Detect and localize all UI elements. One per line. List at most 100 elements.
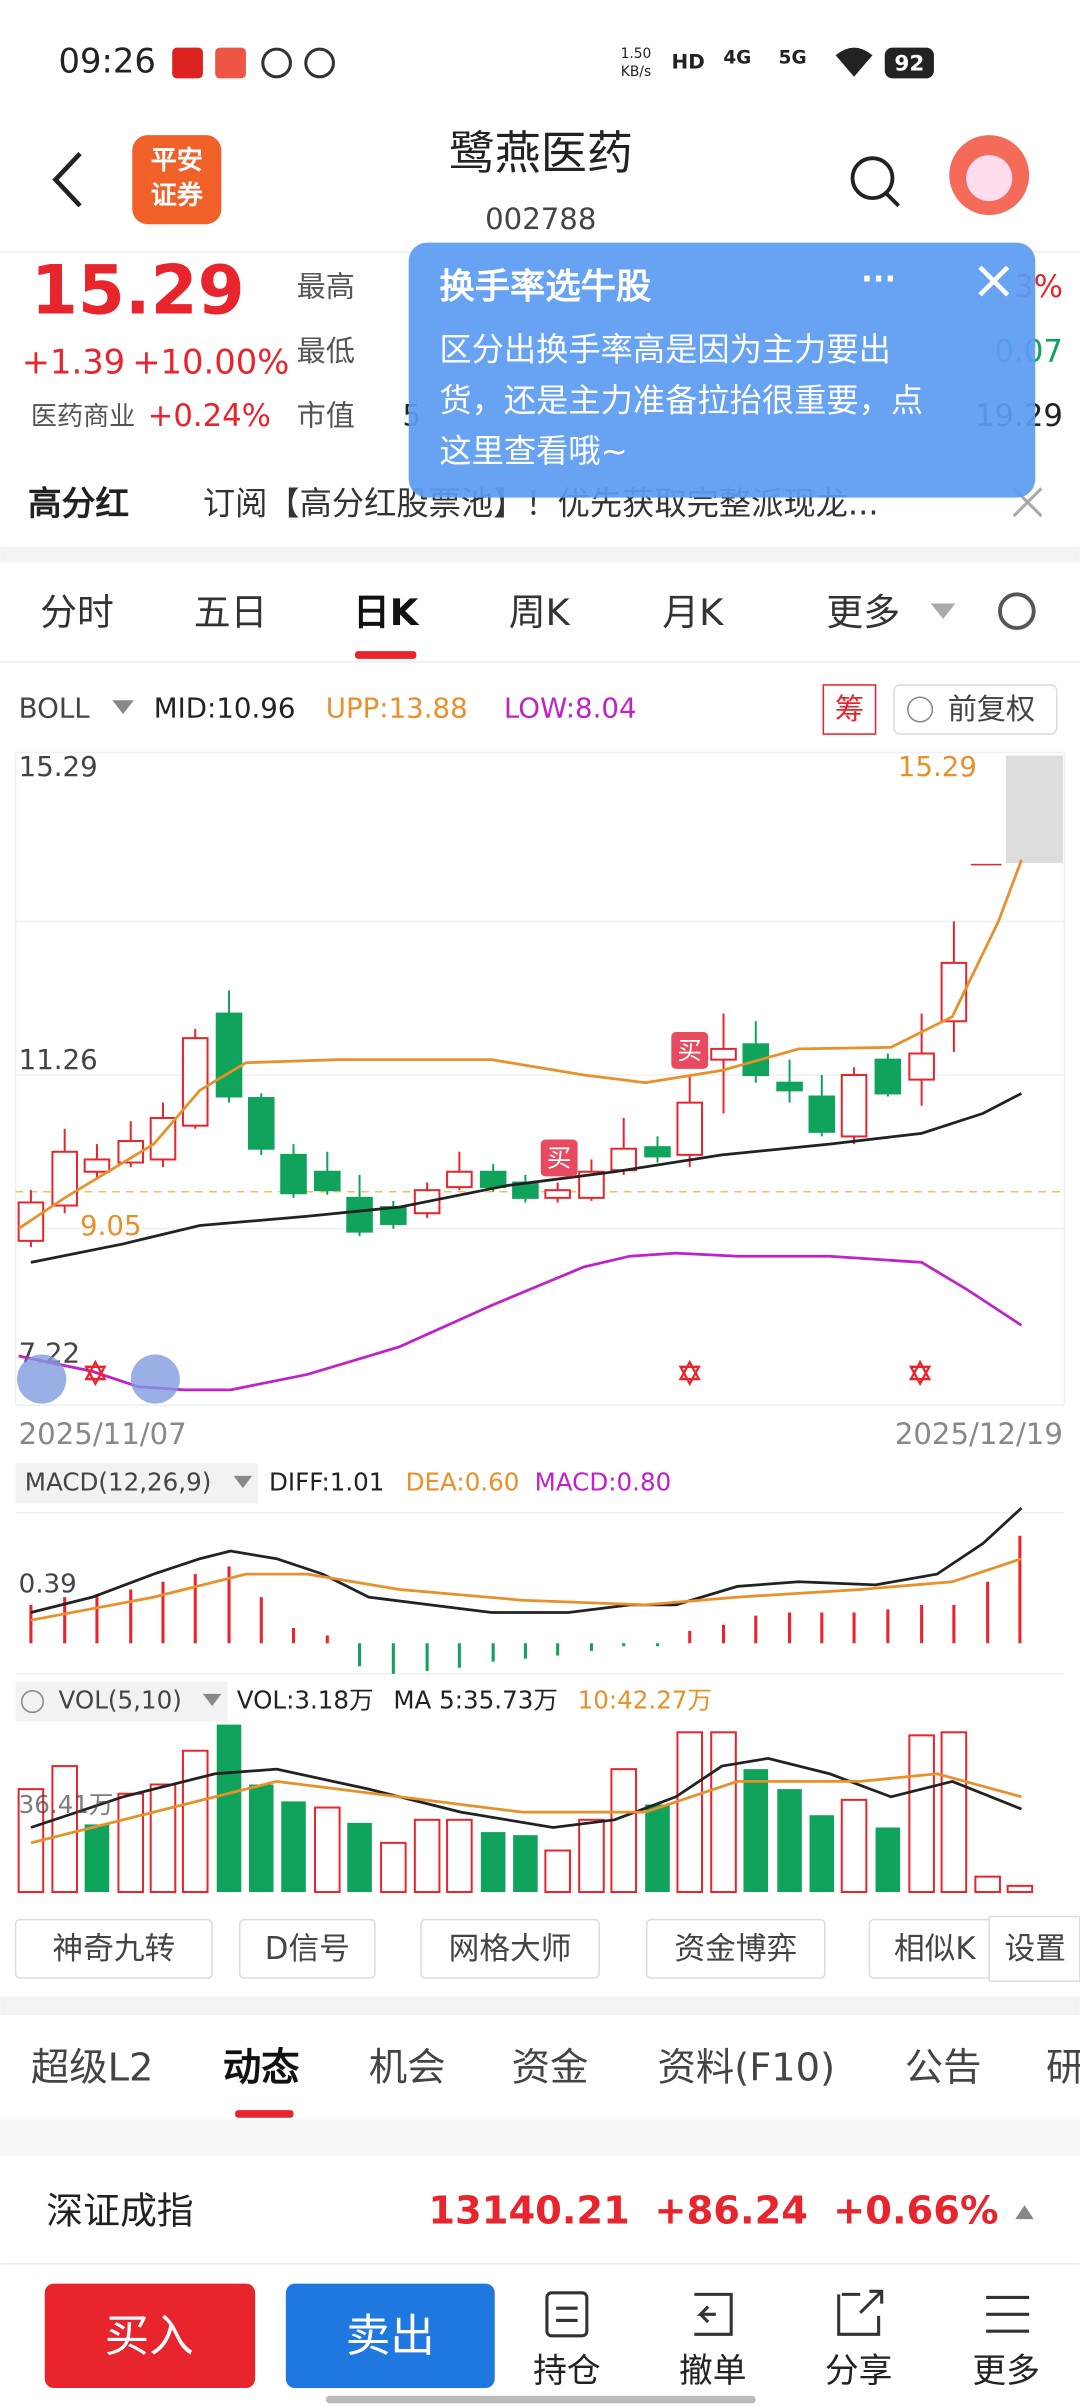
nav-label[interactable]: 持仓 — [533, 2351, 601, 2390]
buy-mark — [540, 1139, 578, 1177]
macd-dea: DEA:0.60 — [406, 1468, 520, 1497]
axis-label: 11.26 — [19, 1043, 98, 1076]
boll-mid: MID:10.96 — [154, 692, 296, 725]
tool-button[interactable] — [645, 1918, 826, 1979]
popup[interactable] — [408, 242, 1036, 498]
buy-mark-text: 买 — [547, 1143, 572, 1172]
nav-label[interactable]: 分享 — [825, 2351, 893, 2390]
tab-active[interactable]: 日K — [353, 591, 420, 634]
axis-label: 36.41万 — [19, 1790, 114, 1819]
icon — [172, 47, 203, 79]
volume-up — [17, 1731, 1034, 1893]
date-start: 2025/11/07 — [19, 1417, 187, 1451]
subtab-indicator — [235, 2110, 294, 2118]
adjust-button[interactable] — [893, 684, 1058, 735]
label: 市值 — [297, 399, 355, 433]
speed: 1.50 — [621, 46, 652, 62]
expand[interactable] — [1015, 2205, 1034, 2220]
grid — [14, 751, 1066, 1406]
candles-down — [215, 990, 902, 1237]
tab[interactable]: 五日 — [194, 591, 268, 634]
back[interactable] — [52, 151, 82, 208]
hd: HD — [672, 49, 705, 73]
logo-text: 平安 — [151, 146, 203, 176]
indicator-chip[interactable] — [15, 1463, 259, 1504]
sector: 医药商业 — [31, 402, 135, 432]
vol-ma10-line — [30, 1772, 1022, 1845]
date-end: 2025/12/19 — [895, 1417, 1063, 1451]
macd-value: MACD:0.80 — [535, 1468, 672, 1497]
sell-label: 卖出 — [346, 2310, 435, 2362]
vol-name: VOL(5,10) — [59, 1686, 182, 1715]
subtab-active[interactable]: 动态 — [223, 2046, 300, 2091]
index-name[interactable]: 深证成指 — [46, 2189, 193, 2232]
popup-more: ··· — [861, 262, 896, 298]
sector-pct: +0.24% — [148, 398, 271, 434]
boll-low: LOW:8.04 — [504, 692, 637, 725]
popup-text: 区分出换手率高是因为主力要出 — [439, 331, 891, 369]
gap — [0, 2119, 1080, 2157]
net: 4G — [723, 47, 751, 68]
macd-bars-up — [29, 1535, 1022, 1644]
expand[interactable] — [17, 1354, 67, 1404]
nav-label[interactable]: 撤单 — [679, 2351, 747, 2390]
popup-title: 换手率选牛股 — [439, 267, 652, 308]
buy-mark — [671, 1032, 709, 1069]
gap — [0, 546, 1080, 563]
icon — [215, 47, 246, 79]
tab[interactable]: 月K — [662, 591, 724, 634]
indicator-name[interactable]: BOLL — [19, 692, 91, 725]
vol-ma10: 10:42.27万 — [578, 1686, 712, 1715]
tab[interactable]: 周K — [509, 591, 571, 634]
tool-button[interactable] — [14, 1918, 213, 1979]
tool-label: 资金博弈 — [674, 1931, 797, 1967]
buy-mark-text: 买 — [677, 1036, 702, 1065]
macd-name: MACD(12,26,9) — [25, 1468, 212, 1497]
popup-text: 货，还是主力准备拉抬很重要，点 — [439, 381, 923, 419]
grid — [15, 1511, 1065, 1675]
index-value: 13140.21 — [428, 2188, 630, 2233]
axis-label: 15.29 — [19, 750, 98, 783]
banner-tag: 高分红 — [28, 484, 129, 523]
buy-label: 买入 — [105, 2310, 194, 2362]
highlight — [1006, 755, 1063, 864]
subtab[interactable]: 资料(F10) — [657, 2046, 835, 2091]
price: 15.29 — [31, 250, 245, 329]
label: 最低 — [297, 334, 355, 368]
dropdown — [112, 700, 134, 715]
avatar — [966, 155, 1013, 202]
icon — [261, 47, 292, 79]
search — [884, 192, 900, 208]
vol-ma5: MA 5:35.73万 — [393, 1686, 558, 1715]
wifi — [835, 47, 873, 77]
tool-label: D信号 — [265, 1931, 350, 1967]
tab[interactable]: 更多 — [826, 591, 900, 634]
change: +1.39 — [22, 342, 125, 381]
dropdown — [202, 1693, 222, 1707]
indicator-chip[interactable] — [15, 1681, 228, 1722]
popup-close[interactable] — [978, 265, 1010, 297]
subtab[interactable]: 超级L2 — [31, 2046, 154, 2091]
volume-down — [84, 1724, 901, 1892]
subtab[interactable]: 资金 — [512, 2046, 589, 2091]
popup-text: 这里查看哦~ — [439, 432, 627, 470]
settings[interactable] — [998, 592, 1036, 631]
tool-button[interactable] — [239, 1918, 376, 1979]
axis-label: 0.39 — [19, 1569, 77, 1599]
tab[interactable]: 分时 — [40, 591, 114, 634]
chip-button[interactable] — [822, 684, 877, 735]
search[interactable] — [850, 156, 895, 201]
subtab[interactable]: 机会 — [369, 2046, 446, 2091]
logo[interactable] — [132, 135, 222, 225]
subtab[interactable]: 公告 — [905, 2046, 982, 2091]
zoom[interactable] — [130, 1354, 180, 1404]
sell-button[interactable] — [285, 2283, 495, 2389]
subtab[interactable]: 研 — [1046, 2046, 1080, 2091]
tool-settings[interactable] — [988, 1915, 1080, 1982]
buy-button[interactable] — [44, 2283, 256, 2389]
tool-button[interactable] — [420, 1918, 600, 1979]
adjust: 前复权 — [948, 692, 1035, 726]
nav-label[interactable]: 更多 — [972, 2351, 1040, 2390]
dropdown — [233, 1475, 253, 1489]
